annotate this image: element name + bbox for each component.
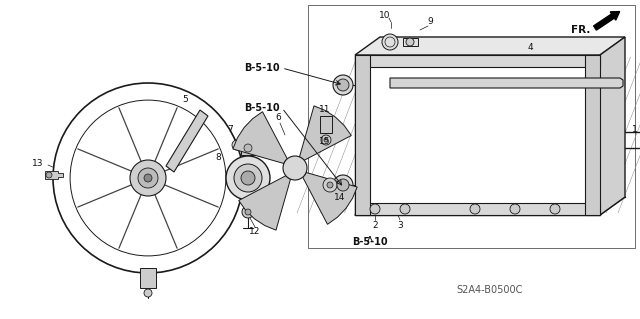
Text: 12: 12 xyxy=(250,227,260,236)
Circle shape xyxy=(232,140,242,150)
Text: 15: 15 xyxy=(319,137,331,146)
Circle shape xyxy=(400,204,410,214)
Circle shape xyxy=(283,156,307,180)
Circle shape xyxy=(327,182,333,188)
Text: 13: 13 xyxy=(32,159,44,167)
Polygon shape xyxy=(166,110,208,172)
Circle shape xyxy=(333,175,353,195)
Text: S2A4-B0500C: S2A4-B0500C xyxy=(457,285,523,295)
Text: B-5-10: B-5-10 xyxy=(352,237,388,247)
Circle shape xyxy=(226,156,270,200)
Text: FR.: FR. xyxy=(571,25,590,35)
Polygon shape xyxy=(303,173,357,224)
Circle shape xyxy=(138,168,158,188)
Polygon shape xyxy=(390,78,623,88)
Text: 9: 9 xyxy=(427,18,433,26)
Text: 3: 3 xyxy=(397,220,403,229)
Circle shape xyxy=(46,172,52,178)
Text: 4: 4 xyxy=(527,43,533,53)
Circle shape xyxy=(333,75,353,95)
Polygon shape xyxy=(355,55,370,215)
Text: 8: 8 xyxy=(215,153,221,162)
Circle shape xyxy=(144,289,152,297)
Circle shape xyxy=(53,83,243,273)
Text: 14: 14 xyxy=(334,194,346,203)
Text: 6: 6 xyxy=(275,114,281,122)
Polygon shape xyxy=(355,37,625,55)
Polygon shape xyxy=(96,121,200,235)
Polygon shape xyxy=(355,203,600,215)
Circle shape xyxy=(337,79,349,91)
Circle shape xyxy=(382,34,398,50)
Polygon shape xyxy=(300,106,351,160)
Circle shape xyxy=(370,204,380,214)
Polygon shape xyxy=(403,38,418,46)
Polygon shape xyxy=(140,268,156,288)
FancyArrow shape xyxy=(594,11,620,30)
Polygon shape xyxy=(355,55,600,67)
Text: B-5-10: B-5-10 xyxy=(244,63,280,73)
Text: 2: 2 xyxy=(372,220,378,229)
Polygon shape xyxy=(45,171,63,179)
Polygon shape xyxy=(600,37,625,215)
Polygon shape xyxy=(239,176,291,230)
Circle shape xyxy=(242,206,254,218)
Polygon shape xyxy=(355,55,600,215)
Polygon shape xyxy=(241,141,255,155)
Circle shape xyxy=(323,178,337,192)
Circle shape xyxy=(324,138,328,142)
Circle shape xyxy=(470,204,480,214)
Circle shape xyxy=(241,171,255,185)
Polygon shape xyxy=(233,112,287,164)
Circle shape xyxy=(144,174,152,182)
Circle shape xyxy=(244,144,252,152)
Circle shape xyxy=(245,209,251,215)
Polygon shape xyxy=(585,55,600,215)
Text: 11: 11 xyxy=(319,106,331,115)
Circle shape xyxy=(406,38,414,46)
Text: 7: 7 xyxy=(227,125,233,135)
Circle shape xyxy=(550,204,560,214)
Circle shape xyxy=(321,135,331,145)
Circle shape xyxy=(234,164,262,192)
Text: 5: 5 xyxy=(182,95,188,105)
Text: B-5-10: B-5-10 xyxy=(244,103,280,113)
Text: 1: 1 xyxy=(632,125,637,135)
Circle shape xyxy=(510,204,520,214)
Circle shape xyxy=(337,179,349,191)
Text: 10: 10 xyxy=(380,11,391,19)
Circle shape xyxy=(130,160,166,196)
